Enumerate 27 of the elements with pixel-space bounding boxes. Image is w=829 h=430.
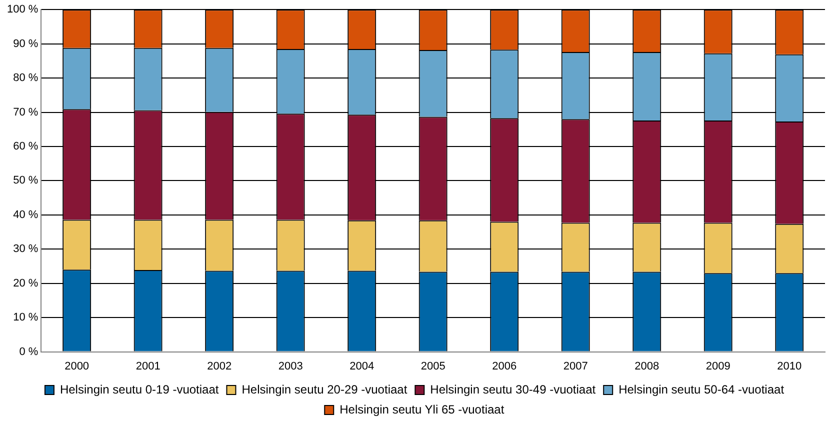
x-tick-label: 2010 <box>777 360 802 372</box>
legend-label: Helsingin seutu 0-19 -vuotiaat <box>60 382 220 396</box>
y-tick-label: 20 % <box>13 277 38 290</box>
legend-label: Helsingin seutu 20-29 -vuotiaat <box>242 382 408 396</box>
y-tick-label: 70 % <box>13 106 38 118</box>
y-tick-label: 30 % <box>13 243 38 256</box>
y-tick-label: 100 % <box>6 4 38 16</box>
x-tick-label: 2002 <box>207 360 232 372</box>
y-tick-label: 80 % <box>13 72 38 84</box>
y-tick-label: 50 % <box>13 174 38 187</box>
y-tick-label: 10 % <box>13 312 38 324</box>
x-tick-label: 2003 <box>278 360 303 372</box>
y-tick-label: 60 % <box>13 140 38 153</box>
y-tick-label: 0 % <box>19 346 38 358</box>
legend-label: Helsingin seutu 50-64 -vuotiaat <box>618 382 785 396</box>
y-tick-label: 40 % <box>13 208 38 221</box>
x-tick-label: 2006 <box>492 360 517 372</box>
x-tick-label: 2009 <box>706 360 730 372</box>
x-tick-label: 2008 <box>634 360 660 372</box>
x-tick-label: 2005 <box>420 360 446 372</box>
y-tick-label: 90 % <box>13 38 38 50</box>
legend-label: Helsingin seutu 30-49 -vuotiaat <box>430 382 596 396</box>
x-tick-label: 2004 <box>350 360 374 372</box>
legend-label: Helsingin seutu Yli 65 -vuotiaat <box>340 402 505 416</box>
x-tick-label: 2000 <box>64 360 90 372</box>
x-tick-label: 2001 <box>136 360 160 372</box>
x-tick-label: 2007 <box>563 360 588 372</box>
